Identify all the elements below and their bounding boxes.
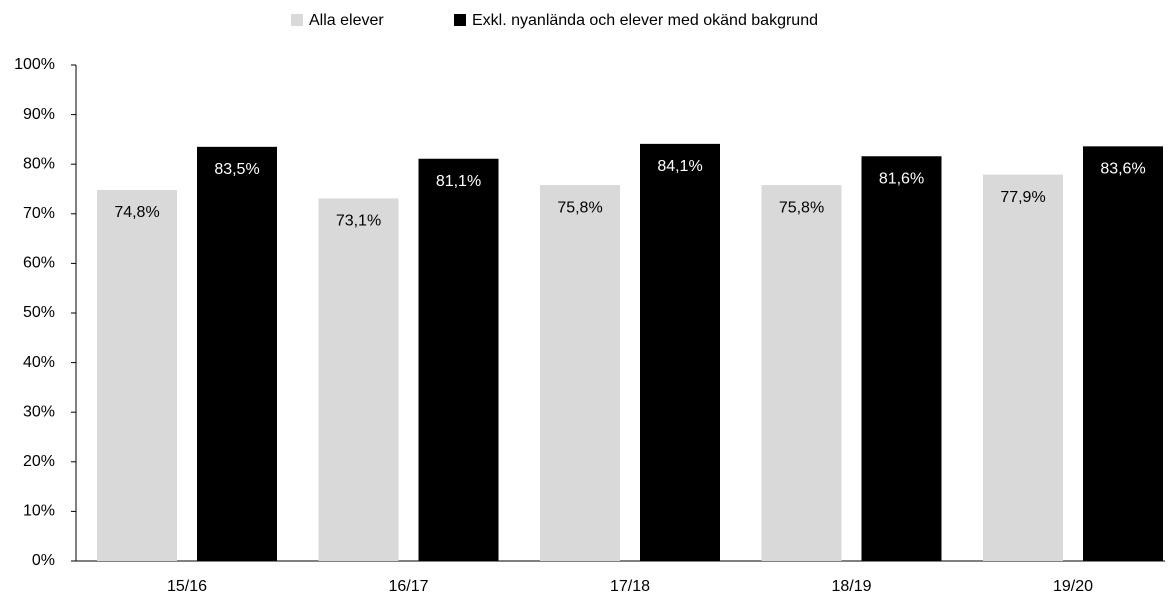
legend-label: Exkl. nyanlända och elever med okänd bak… bbox=[472, 12, 818, 29]
y-tick-label: 90% bbox=[23, 106, 55, 123]
data-label: 77,9% bbox=[1000, 189, 1045, 206]
legend-swatch bbox=[454, 14, 466, 26]
data-label: 84,1% bbox=[657, 158, 702, 175]
x-tick-label: 17/18 bbox=[610, 578, 650, 595]
legend-label: Alla elever bbox=[309, 12, 384, 29]
data-label: 75,8% bbox=[557, 199, 602, 216]
bar bbox=[1083, 146, 1163, 561]
y-tick-label: 80% bbox=[23, 155, 55, 172]
x-tick-label: 19/20 bbox=[1053, 578, 1093, 595]
bar bbox=[197, 146, 277, 561]
y-tick-label: 10% bbox=[23, 503, 55, 520]
bar bbox=[318, 198, 399, 561]
y-tick-label: 30% bbox=[23, 403, 55, 420]
data-label: 81,6% bbox=[879, 170, 924, 187]
y-tick-label: 100% bbox=[14, 56, 55, 73]
bar bbox=[640, 143, 720, 561]
y-tick-label: 70% bbox=[23, 205, 55, 222]
y-tick-label: 60% bbox=[23, 255, 55, 272]
bar bbox=[861, 156, 942, 561]
y-tick-label: 20% bbox=[23, 453, 55, 470]
data-label: 83,6% bbox=[1100, 161, 1145, 178]
x-tick-label: 18/19 bbox=[831, 578, 871, 595]
y-tick-label: 50% bbox=[23, 304, 55, 321]
data-label: 83,5% bbox=[214, 161, 259, 178]
bar bbox=[97, 189, 177, 561]
bar bbox=[983, 174, 1063, 561]
x-tick-label: 15/16 bbox=[167, 578, 207, 595]
data-label: 74,8% bbox=[114, 204, 159, 221]
data-label: 73,1% bbox=[336, 213, 381, 230]
y-tick-label: 40% bbox=[23, 354, 55, 371]
x-tick-label: 16/17 bbox=[388, 578, 428, 595]
legend-swatch bbox=[291, 14, 303, 26]
y-tick-label: 0% bbox=[32, 552, 55, 569]
data-label: 75,8% bbox=[779, 199, 824, 216]
data-label: 81,1% bbox=[436, 173, 481, 190]
bar bbox=[418, 158, 499, 561]
bar bbox=[540, 185, 620, 562]
bar bbox=[761, 185, 842, 562]
